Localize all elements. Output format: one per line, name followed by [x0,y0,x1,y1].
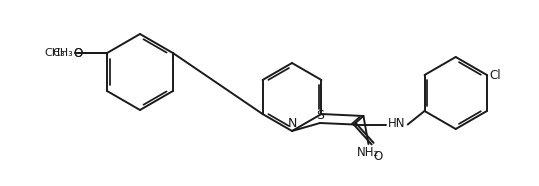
Text: S: S [316,109,324,122]
Text: CH₃: CH₃ [44,48,65,58]
Text: Cl: Cl [489,68,501,81]
Text: CH₃: CH₃ [52,48,73,58]
Text: HN: HN [388,117,405,130]
Text: NH₂: NH₂ [357,146,379,159]
Text: N: N [287,117,296,130]
Text: O: O [74,46,83,60]
Text: O: O [74,46,83,60]
Text: O: O [374,150,383,163]
